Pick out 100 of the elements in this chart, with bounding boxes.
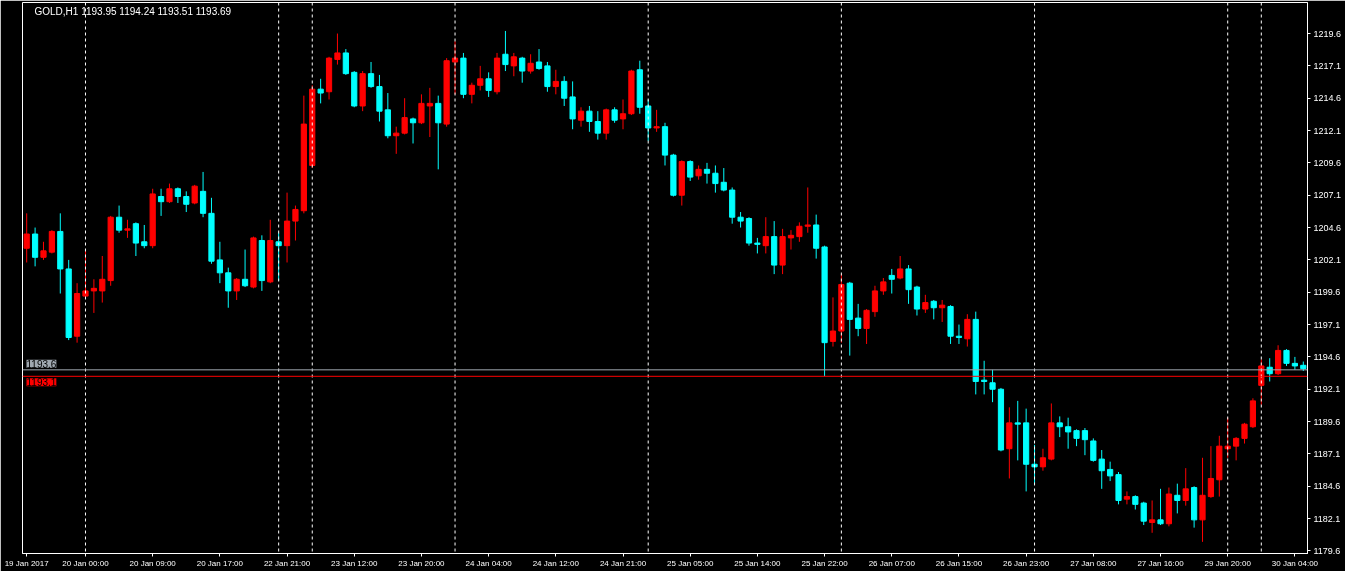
candlestick <box>157 188 165 217</box>
candlestick <box>216 241 223 284</box>
x-tick-label: 26 Jan 23:00 <box>1003 558 1050 568</box>
x-tick-label: 25 Jan 14:00 <box>734 558 782 568</box>
x-tick-label: 24 Jan 04:00 <box>465 558 513 568</box>
candlestick <box>981 360 988 395</box>
y-tick-label: 1194.6 <box>1313 351 1341 362</box>
candlestick <box>1123 490 1131 505</box>
candlestick <box>502 30 509 72</box>
candlestick <box>393 126 400 155</box>
candlestick <box>31 227 39 267</box>
y-tick-label: 1179.6 <box>1313 545 1341 556</box>
candlestick <box>913 285 921 317</box>
candlestick <box>561 75 568 107</box>
candlestick <box>1014 400 1021 461</box>
x-tick-label: 20 Jan 17:00 <box>196 558 244 568</box>
candlestick <box>409 117 417 144</box>
candlestick <box>40 241 47 261</box>
candlestick <box>451 40 459 95</box>
x-tick-label: 25 Jan 05:00 <box>667 558 714 568</box>
candlestick <box>132 221 139 257</box>
candlestick <box>477 65 484 91</box>
candlestick <box>426 87 433 138</box>
candlestick <box>292 205 299 241</box>
candlestick <box>1039 448 1047 472</box>
candlestick <box>863 308 870 345</box>
candlestick <box>115 205 123 234</box>
candlestick <box>829 296 837 348</box>
candlestick <box>930 299 937 320</box>
candlestick <box>435 95 442 170</box>
candlestick <box>334 33 341 66</box>
candlestick <box>90 278 97 314</box>
candlestick <box>241 249 249 288</box>
candlestick <box>653 109 660 133</box>
x-tick-label: 20 Jan 00:00 <box>62 558 110 568</box>
y-tick-label: 1189.6 <box>1313 416 1341 427</box>
candlestick <box>199 171 207 218</box>
candlestick <box>989 369 996 403</box>
x-tick-label: 19 Jan 2017 <box>4 558 50 568</box>
candlestick <box>1081 427 1089 456</box>
candlestick <box>1241 422 1248 445</box>
candlestick <box>233 277 240 301</box>
candlestick <box>535 48 543 71</box>
ref-line-label: 1193.1 <box>26 377 57 389</box>
candlestick <box>1174 483 1181 514</box>
x-tick-label: 24 Jan 21:00 <box>599 558 647 568</box>
y-tick-label: 1204.6 <box>1313 222 1342 233</box>
candlestick <box>317 78 324 104</box>
candlestick <box>1182 467 1189 507</box>
candlestick <box>955 324 963 345</box>
y-tick-label: 1219.6 <box>1313 28 1342 39</box>
candlestick <box>401 97 408 135</box>
candlestick <box>166 183 173 204</box>
x-tick-label: 23 Jan 20:00 <box>398 558 446 568</box>
candlestick <box>964 313 971 348</box>
y-tick-label: 1209.6 <box>1313 157 1342 168</box>
candlestick <box>905 264 912 305</box>
candlestick <box>519 56 526 84</box>
y-tick-label: 1182.1 <box>1313 513 1341 524</box>
candlestick <box>762 216 769 254</box>
candlestick <box>1149 499 1156 534</box>
candlestick <box>552 69 559 95</box>
candlestick <box>1065 417 1072 450</box>
candlestick <box>510 52 517 77</box>
candlestick <box>141 224 148 249</box>
y-tick-label: 1197.1 <box>1313 319 1341 330</box>
candlestick <box>712 164 719 194</box>
candlestick <box>603 108 610 141</box>
candlestick <box>1207 445 1215 499</box>
candlestick <box>871 285 879 318</box>
x-tick-label: 27 Jan 08:00 <box>1070 558 1118 568</box>
candlestick <box>703 162 711 185</box>
candlestick <box>813 214 820 260</box>
x-tick-label: 24 Jan 12:00 <box>532 558 580 568</box>
candlestick <box>787 229 795 251</box>
candlestick <box>594 110 601 141</box>
candlestick <box>82 250 89 298</box>
candlestick <box>367 61 375 89</box>
x-tick-label: 26 Jan 15:00 <box>935 558 983 568</box>
candlestick <box>619 99 627 130</box>
candlestick <box>1157 488 1164 526</box>
y-tick-label: 1214.6 <box>1313 93 1342 104</box>
y-tick-label: 1202.1 <box>1313 254 1342 265</box>
candlestick <box>1291 356 1299 371</box>
y-tick-label: 1199.6 <box>1313 287 1341 298</box>
x-tick-label: 29 Jan 20:00 <box>1204 558 1252 568</box>
candlestick <box>225 267 232 309</box>
x-tick-label: 20 Jan 09:00 <box>129 558 177 568</box>
candlestick <box>922 294 929 314</box>
x-tick-label: 23 Jan 12:00 <box>331 558 378 568</box>
candlestick <box>804 186 811 234</box>
candlestick <box>544 61 551 93</box>
candlestick <box>23 212 30 263</box>
candlestick <box>527 53 534 75</box>
y-tick-label: 1212.1 <box>1313 125 1342 136</box>
candlestick <box>888 268 895 295</box>
ref-line-label: 1193.6 <box>26 358 57 370</box>
x-tick-label: 25 Jan 22:00 <box>801 558 849 568</box>
candlestick <box>418 93 425 125</box>
y-tick-label: 1217.1 <box>1313 60 1342 71</box>
